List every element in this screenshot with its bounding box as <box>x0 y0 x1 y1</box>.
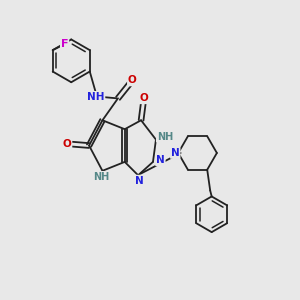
Text: NH: NH <box>93 172 109 182</box>
Text: F: F <box>61 39 68 49</box>
Text: O: O <box>128 76 136 85</box>
Text: N: N <box>171 148 180 158</box>
Text: NH: NH <box>157 132 173 142</box>
Text: N: N <box>156 155 165 165</box>
Text: O: O <box>139 93 148 103</box>
Text: O: O <box>63 139 71 149</box>
Text: NH: NH <box>87 92 104 102</box>
Text: N: N <box>135 176 144 186</box>
